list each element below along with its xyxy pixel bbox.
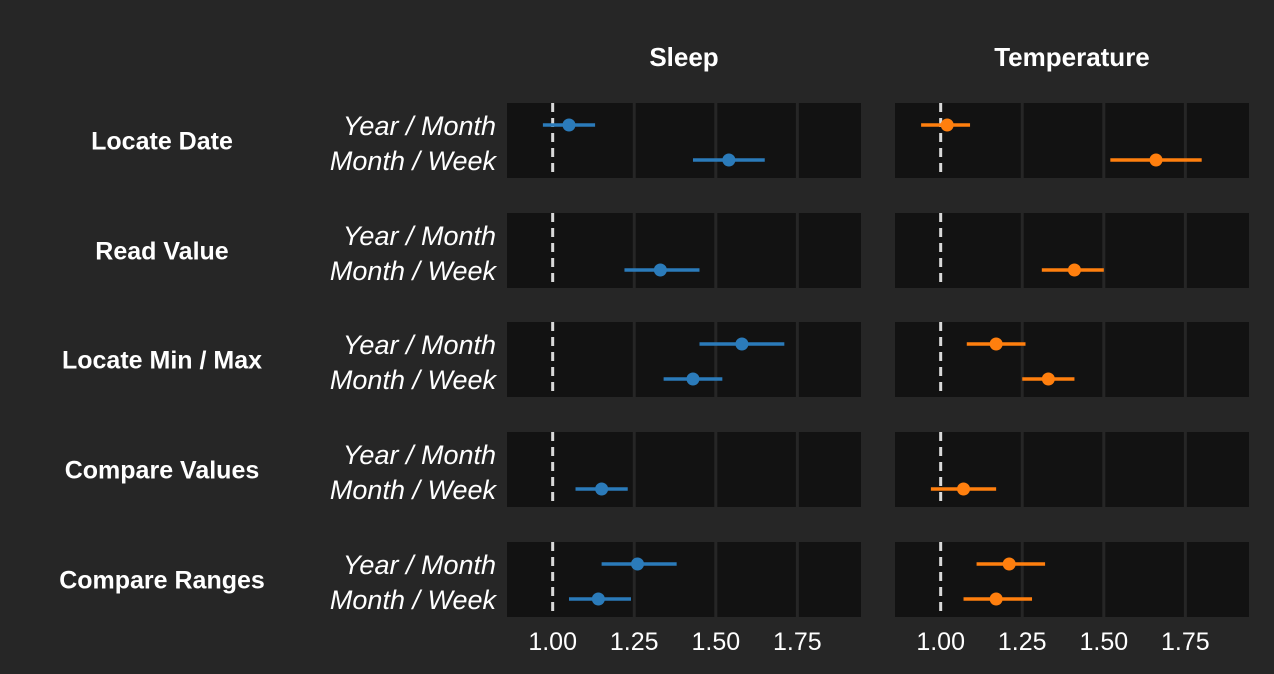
data-point — [653, 263, 667, 277]
granularity-label: Year / Month — [343, 330, 496, 360]
x-tick-label: 1.75 — [1161, 628, 1210, 656]
x-tick-label: 1.00 — [528, 628, 577, 656]
panel — [507, 322, 861, 397]
panel — [895, 103, 1249, 178]
granularity-label: Year / Month — [343, 440, 496, 470]
row-label: Compare Values — [65, 457, 260, 485]
data-point — [631, 557, 645, 571]
panel — [895, 322, 1249, 397]
row-label: Locate Min / Max — [62, 347, 262, 375]
data-point — [686, 372, 700, 386]
chart-marks — [542, 118, 1202, 606]
data-point — [1002, 557, 1016, 571]
chart-labels: Sleep Temperature Locate Date Year / Month M… — [59, 42, 1210, 656]
x-tick-label: 1.25 — [998, 628, 1047, 656]
panel — [895, 542, 1249, 617]
x-tick-label: 1.25 — [610, 628, 659, 656]
granularity-label: Month / Week — [330, 475, 498, 505]
panel — [507, 103, 861, 178]
panel — [507, 213, 861, 288]
panel — [895, 213, 1249, 288]
granularity-label: Month / Week — [330, 146, 498, 176]
panel — [895, 432, 1249, 507]
granularity-label: Year / Month — [343, 111, 496, 141]
data-point — [989, 592, 1003, 606]
row-label: Read Value — [95, 238, 228, 266]
panel — [507, 432, 861, 507]
data-point — [591, 592, 605, 606]
row-label: Locate Date — [91, 128, 233, 156]
row-label: Compare Ranges — [59, 567, 265, 595]
data-point — [562, 118, 576, 132]
x-tick-label: 1.50 — [691, 628, 740, 656]
data-point — [1041, 372, 1055, 386]
granularity-label: Month / Week — [330, 256, 498, 286]
granularity-label: Month / Week — [330, 585, 498, 615]
x-tick-label: 1.75 — [773, 628, 822, 656]
data-point — [722, 153, 736, 167]
facet-title-temperature: Temperature — [994, 42, 1150, 72]
panel — [507, 542, 861, 617]
data-point — [595, 482, 609, 496]
granularity-label: Year / Month — [343, 221, 496, 251]
x-tick-label: 1.50 — [1079, 628, 1128, 656]
data-point — [1067, 263, 1081, 277]
granularity-label: Month / Week — [330, 365, 498, 395]
data-point — [989, 337, 1003, 351]
x-tick-label: 1.00 — [916, 628, 965, 656]
data-point — [957, 482, 971, 496]
data-point — [1149, 153, 1163, 167]
data-point — [735, 337, 749, 351]
granularity-label: Year / Month — [343, 550, 496, 580]
data-point — [940, 118, 954, 132]
facet-title-sleep: Sleep — [649, 42, 718, 72]
